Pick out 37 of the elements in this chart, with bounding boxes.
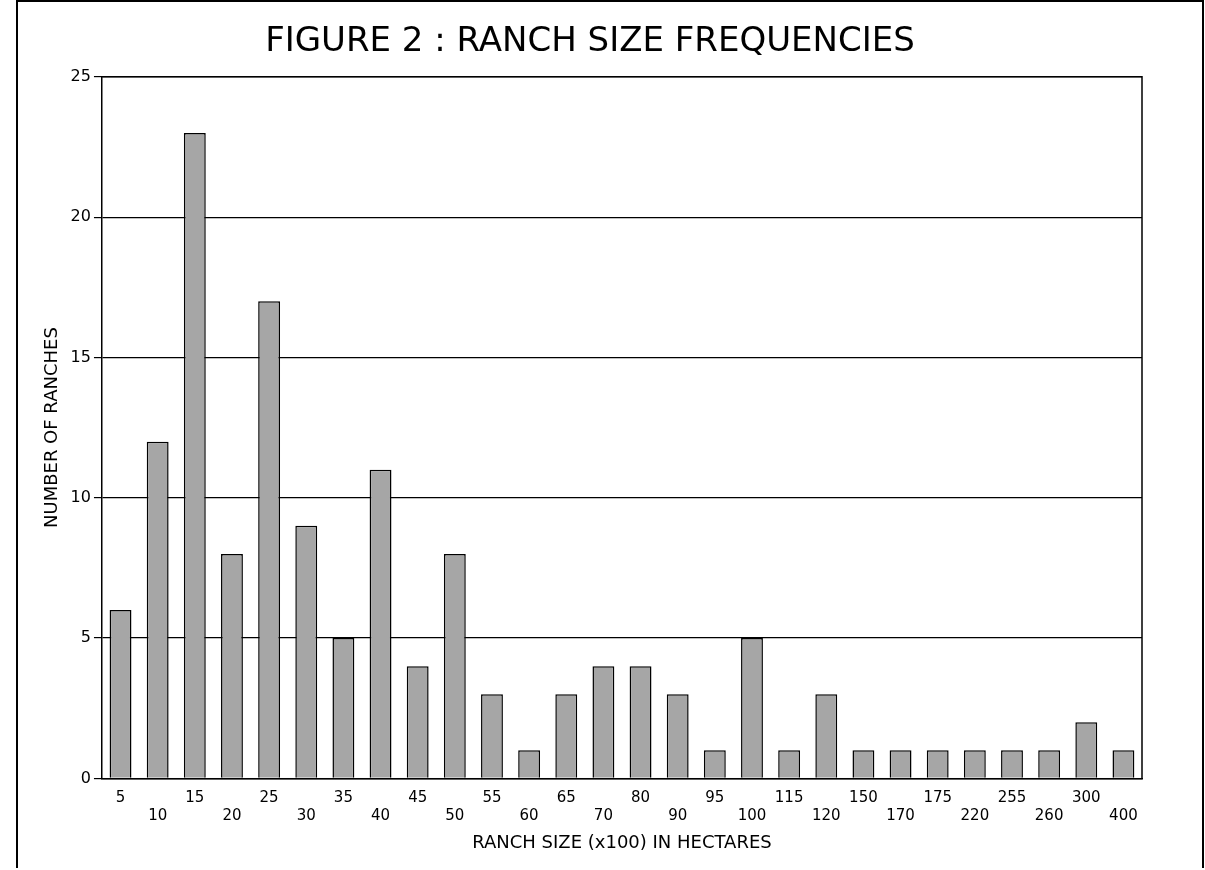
x-tick-label: 90 bbox=[668, 806, 688, 825]
x-tick-label: 40 bbox=[370, 806, 391, 825]
x-tick-label: 5 bbox=[115, 788, 126, 807]
y-tick-label: 10 bbox=[70, 486, 91, 506]
x-tick-label: 255 bbox=[997, 788, 1027, 807]
y-tick-label: 0 bbox=[80, 767, 91, 787]
y-tick-label: 15 bbox=[70, 346, 91, 366]
x-tick-label: 115 bbox=[774, 788, 804, 807]
x-tick-label: 150 bbox=[849, 788, 878, 807]
x-tick-label: 30 bbox=[296, 806, 316, 825]
x-tick-label: 60 bbox=[519, 806, 539, 825]
x-tick-label: 65 bbox=[556, 788, 576, 807]
x-tick-label: 220 bbox=[960, 806, 990, 825]
y-axis-title: NUMBER OF RANCHES bbox=[40, 327, 62, 529]
x-tick-label: 10 bbox=[148, 806, 168, 825]
chart-title: FIGURE 2 : RANCH SIZE FREQUENCIES bbox=[265, 19, 915, 60]
x-tick-label: 95 bbox=[705, 788, 725, 807]
y-tick-label: 25 bbox=[70, 65, 91, 85]
x-tick-label: 35 bbox=[333, 788, 353, 807]
x-tick-label: 260 bbox=[1034, 806, 1064, 825]
x-tick-label: 170 bbox=[886, 806, 915, 825]
x-tick-label: 400 bbox=[1109, 806, 1138, 825]
x-axis-title: RANCH SIZE (x100) IN HECTARES bbox=[472, 830, 772, 852]
x-tick-label: 20 bbox=[222, 806, 242, 825]
x-tick-label: 25 bbox=[259, 788, 279, 807]
x-tick-label: 15 bbox=[185, 788, 205, 807]
x-tick-label: 175 bbox=[923, 788, 953, 807]
y-tick-label: 20 bbox=[70, 206, 91, 226]
x-tick-label: 70 bbox=[593, 806, 613, 825]
x-tick-label: 80 bbox=[631, 788, 651, 807]
x-tick-label: 50 bbox=[445, 806, 465, 825]
x-tick-label: 45 bbox=[408, 788, 428, 807]
x-tick-label: 55 bbox=[482, 788, 502, 807]
x-tick-label: 100 bbox=[737, 806, 767, 825]
y-tick-label: 5 bbox=[80, 627, 91, 647]
x-tick-label: 120 bbox=[811, 806, 841, 825]
x-tick-label: 300 bbox=[1071, 788, 1101, 807]
